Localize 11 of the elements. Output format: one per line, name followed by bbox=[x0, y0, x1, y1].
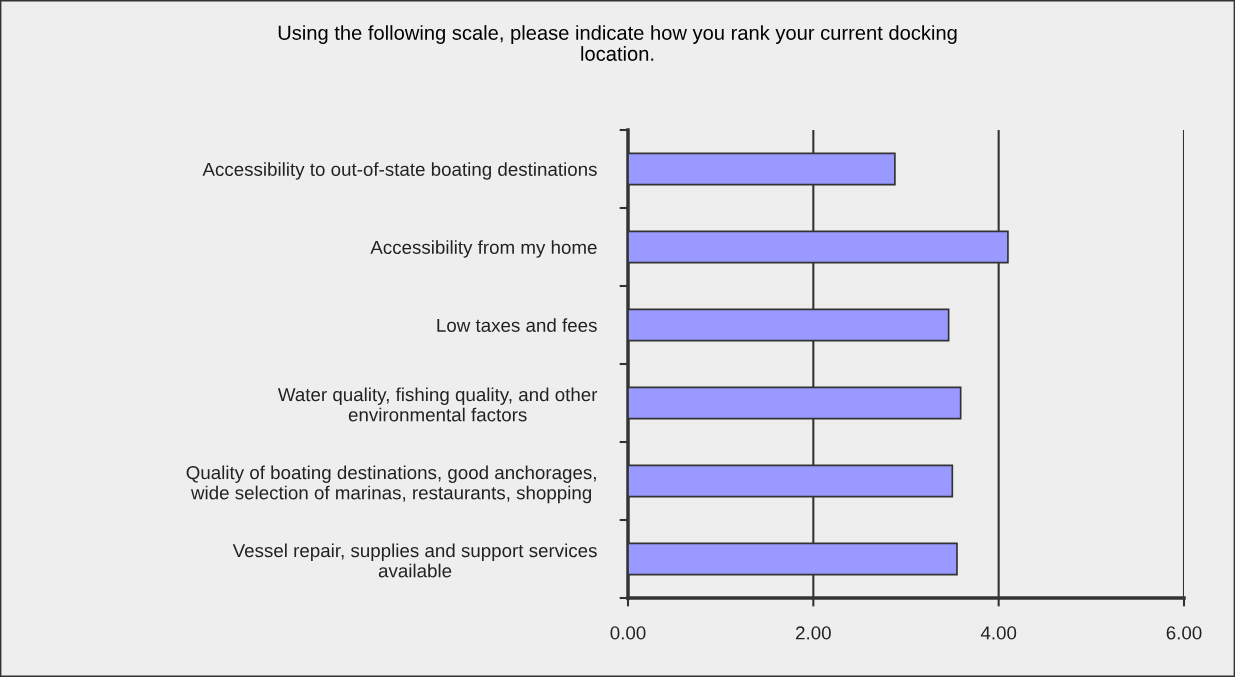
chart-title: Using the following scale, please indicate how you rank your current docking location. bbox=[278, 25, 957, 61]
y-tick-label: Low taxes and fees bbox=[437, 318, 597, 332]
y-tick-label: Accessibility to out-of-state boating destinations bbox=[202, 162, 597, 180]
y-tick-label: Vessel repair, supplies and support services available bbox=[232, 543, 597, 578]
x-tick-label: 6.00 bbox=[1166, 626, 1202, 640]
y-tick-label: Water quality, fishing quality, and other environmental factors bbox=[277, 387, 598, 422]
x-tick-label: 0.00 bbox=[610, 626, 646, 640]
x-tick-label: 4.00 bbox=[980, 626, 1017, 640]
y-tick-label: Quality of boating destinations, good anchorages, wide selection of marinas, restaurants, shopping bbox=[186, 465, 596, 504]
x-tick-label: 2.00 bbox=[796, 626, 831, 640]
y-tick-label: Accessibility from my home bbox=[370, 240, 597, 258]
